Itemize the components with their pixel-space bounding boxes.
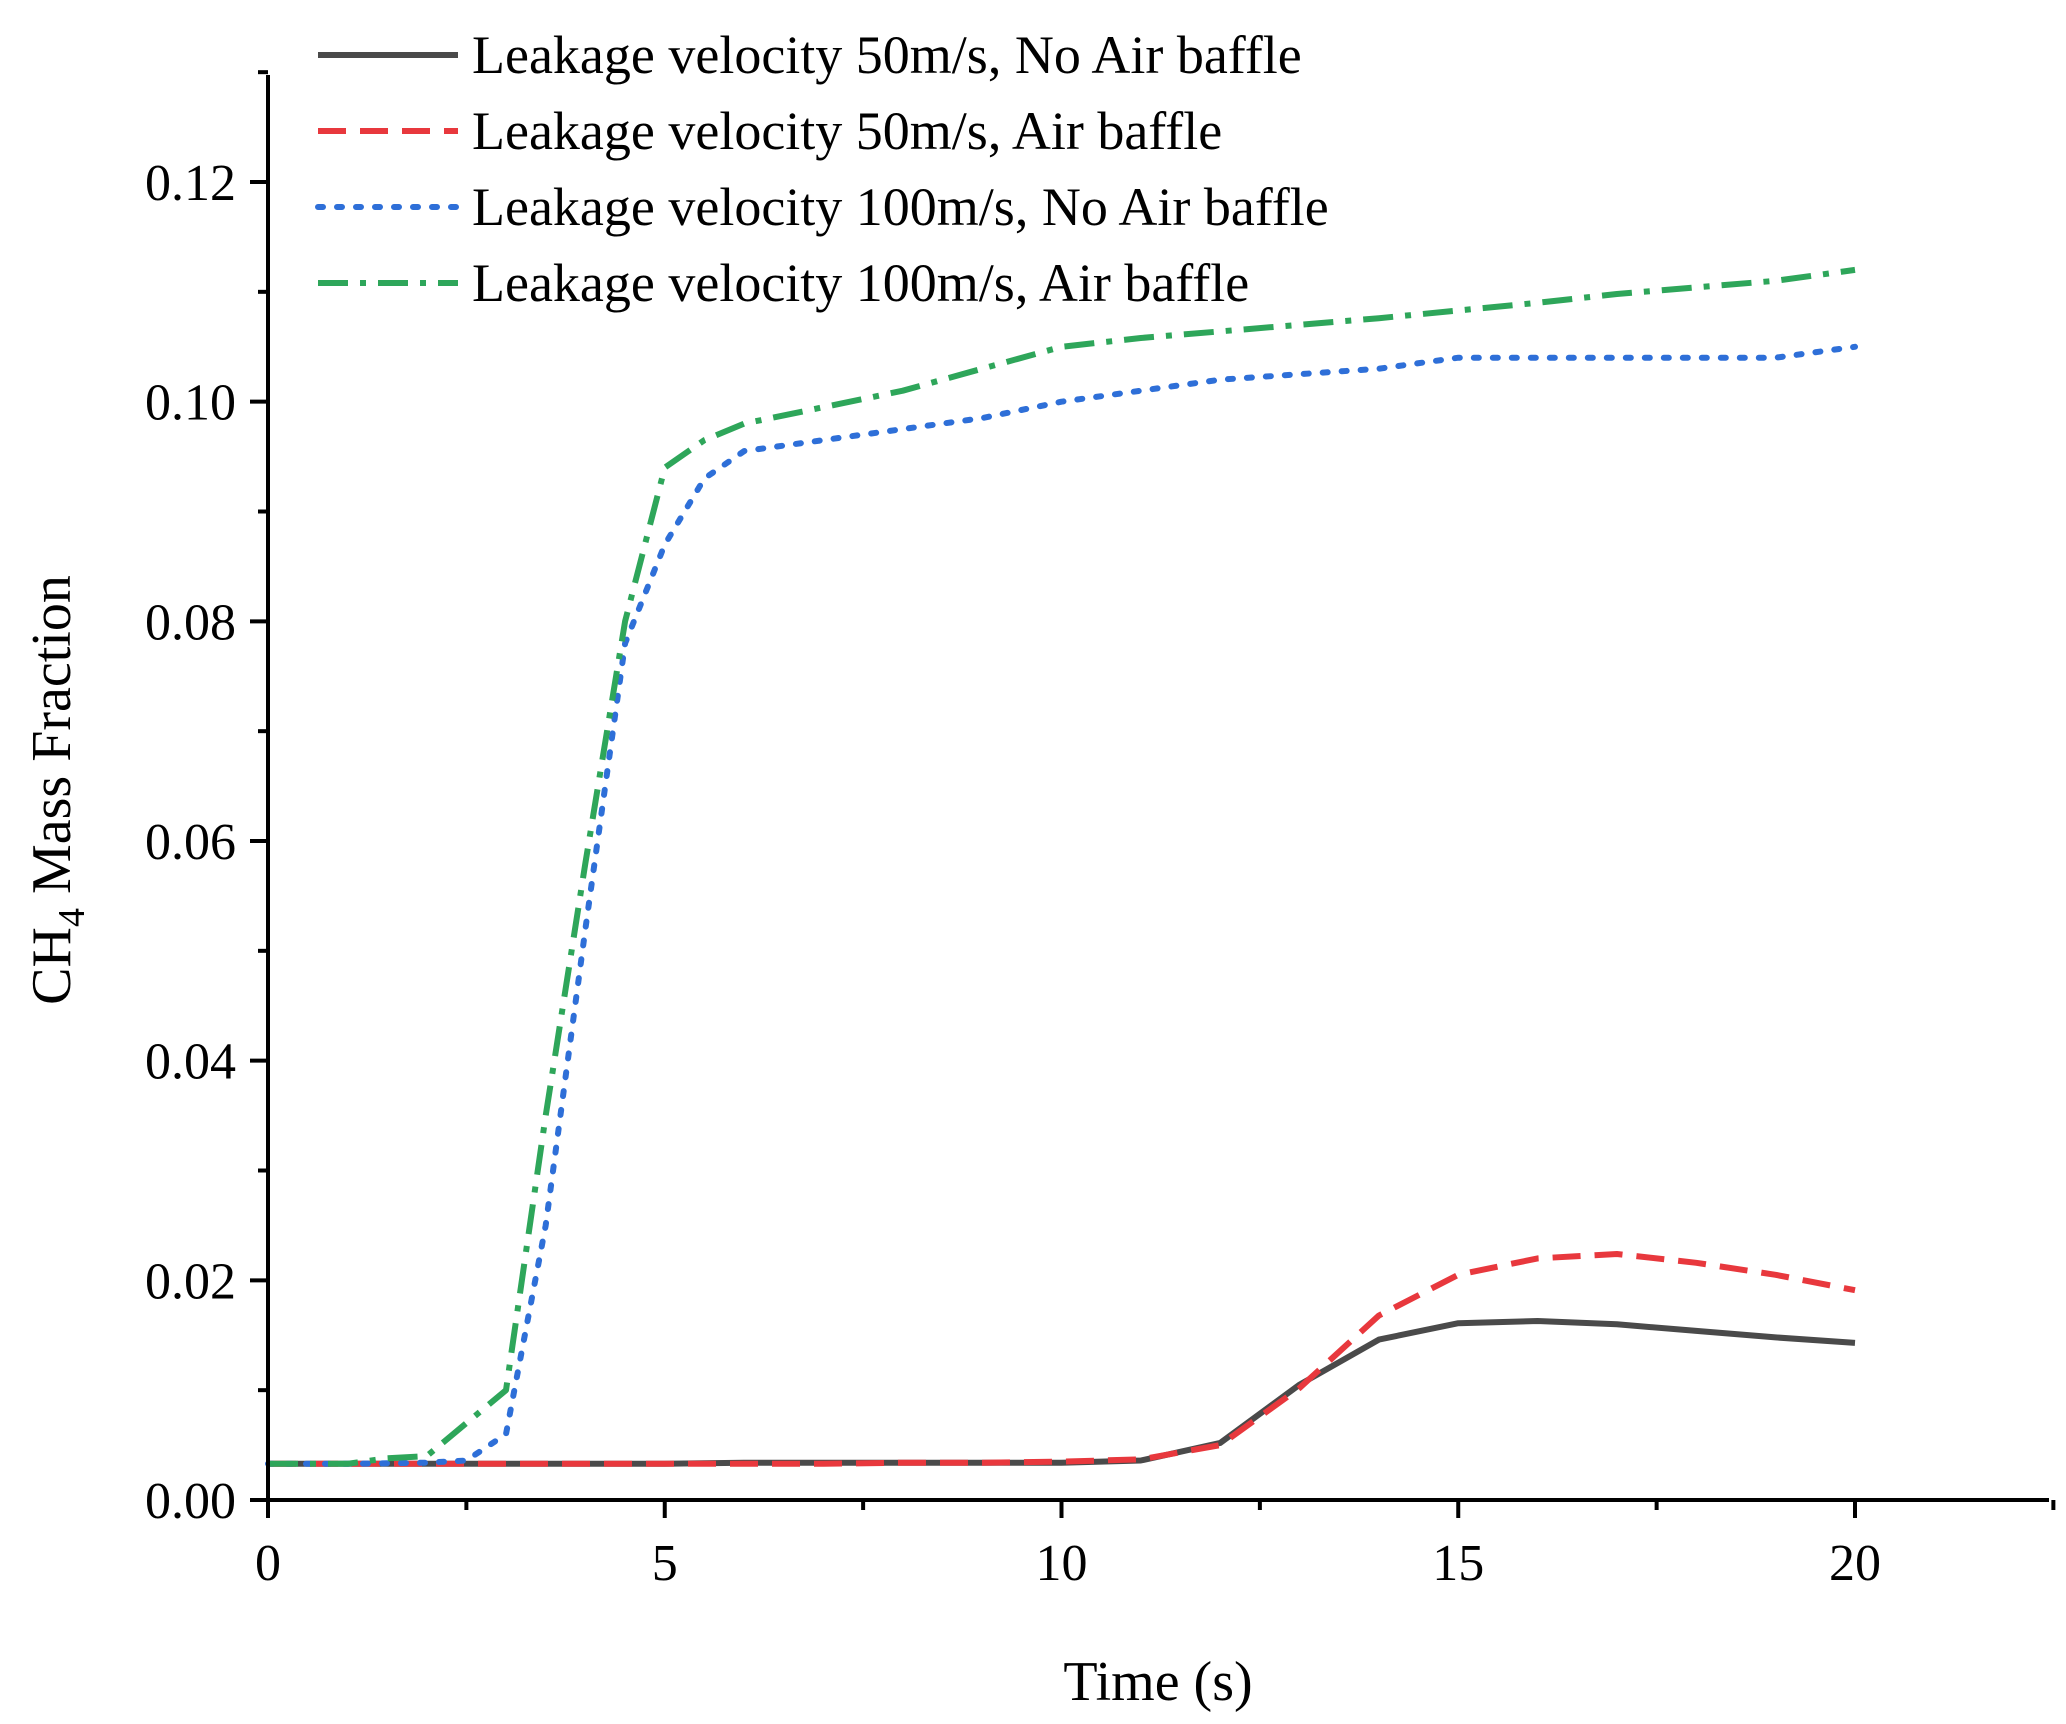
legend-label-2: Leakage velocity 50m/s, Air baffle xyxy=(472,101,1222,161)
legend: Leakage velocity 50m/s, No Air baffle Lea… xyxy=(315,25,1329,313)
x-axis-title: Time (s) xyxy=(1063,1651,1252,1713)
x-tick-label: 0 xyxy=(255,1535,281,1592)
legend-label-1: Leakage velocity 50m/s, No Air baffle xyxy=(472,25,1302,85)
y-axis-title-subscript: 4 xyxy=(51,908,93,927)
series-line-4 xyxy=(268,266,1856,1467)
series-group xyxy=(265,266,1858,1467)
y-tick-label: 0.02 xyxy=(145,1253,236,1310)
y-tick-label: 0.04 xyxy=(145,1034,236,1091)
y-tick-label: 0.10 xyxy=(145,375,236,432)
axes xyxy=(266,75,2049,1502)
series-line-2 xyxy=(268,1251,1856,1467)
x-ticks: 0 5 10 15 20 xyxy=(255,1500,2056,1592)
y-tick-label: 0.06 xyxy=(145,814,236,871)
x-tick-label: 15 xyxy=(1432,1535,1484,1592)
y-tick-label: 0.08 xyxy=(145,594,236,651)
series-line-3 xyxy=(265,343,1858,1467)
legend-label-3: Leakage velocity 100m/s, No Air baffle xyxy=(472,177,1329,237)
x-tick-label: 5 xyxy=(652,1535,678,1592)
x-tick-label: 10 xyxy=(1036,1535,1088,1592)
y-tick-label: 0.12 xyxy=(145,155,236,212)
y-axis-title-rest: Mass Fraction xyxy=(21,575,83,908)
y-ticks: 0.00 0.02 0.04 0.06 0.08 0.10 0.12 xyxy=(145,70,268,1530)
x-tick-label: 20 xyxy=(1829,1535,1881,1592)
y-axis-title: CH4 Mass Fraction xyxy=(21,575,93,1005)
legend-label-4: Leakage velocity 100m/s, Air baffle xyxy=(472,253,1249,313)
y-axis-title-main: CH xyxy=(21,927,83,1005)
y-tick-label: 0.00 xyxy=(145,1473,236,1530)
